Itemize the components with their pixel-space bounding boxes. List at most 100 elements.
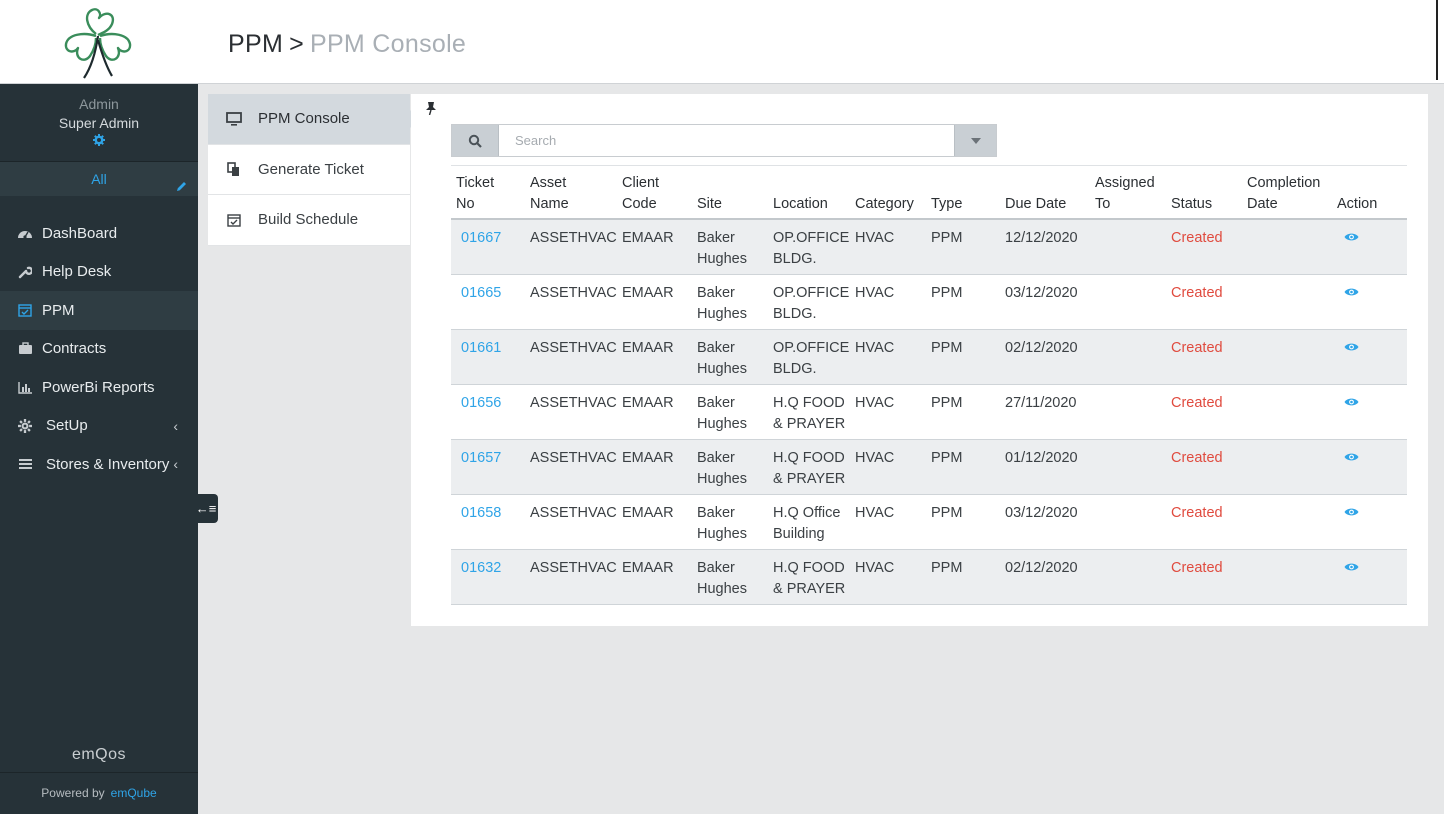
client-code-cell: EMAAR [617, 549, 692, 605]
col-assigned-to[interactable]: Assigned To [1090, 165, 1166, 220]
eye-icon[interactable] [1344, 230, 1359, 246]
col-due-date[interactable]: Due Date [1000, 165, 1090, 220]
list-icon [16, 455, 34, 473]
due-date-cell: 01/12/2020 [1000, 439, 1090, 495]
user-settings-gear-icon[interactable] [93, 133, 105, 151]
gear-icon [16, 417, 34, 435]
ticket-number-link[interactable]: 01665 [451, 274, 525, 330]
view-action-cell [1332, 219, 1407, 275]
sidebar-item-dashboard[interactable]: DashBoard [0, 214, 198, 253]
sidebar-item-label: Stores & Inventory [46, 455, 170, 473]
pencil-icon[interactable] [175, 172, 188, 206]
col-asset-name[interactable]: Asset Name [525, 165, 617, 220]
eye-icon[interactable] [1344, 340, 1359, 356]
clover-logo[interactable] [56, 4, 140, 82]
search-button[interactable] [452, 125, 499, 156]
col-completion-date[interactable]: Completion Date [1242, 165, 1332, 220]
user-name: Super Admin [58, 115, 140, 131]
sidebar-item-label: SetUp [46, 417, 88, 435]
ticket-number-link[interactable]: 01657 [451, 439, 525, 495]
col-location[interactable]: Location [768, 165, 850, 220]
submenu-item-label: PPM Console [258, 110, 350, 128]
status-cell: Created [1166, 494, 1242, 550]
assigned-to-cell [1090, 549, 1166, 605]
col-client-code[interactable]: Client Code [617, 165, 692, 220]
eye-icon[interactable] [1344, 285, 1359, 301]
type-cell: PPM [926, 494, 1000, 550]
sidebar-nav: DashBoard Help Desk PPM Contracts PowerB… [0, 214, 198, 484]
table-row: 01667 ASSETHVAC EMAAR Baker Hughes OP.OFF… [451, 219, 1407, 275]
assigned-to-cell [1090, 494, 1166, 550]
ticket-number-link[interactable]: 01658 [451, 494, 525, 550]
search-bar [451, 124, 997, 157]
location-cell: H.Q FOOD & PRAYER [768, 549, 850, 605]
completion-date-cell [1242, 549, 1332, 605]
ticket-number-link[interactable]: 01656 [451, 384, 525, 440]
site-cell: Baker Hughes [692, 549, 768, 605]
search-dropdown-button[interactable] [954, 125, 996, 156]
view-action-cell [1332, 439, 1407, 495]
eye-icon[interactable] [1344, 395, 1359, 411]
category-cell: HVAC [850, 384, 926, 440]
table-row: 01665 ASSETHVAC EMAAR Baker Hughes OP.OFF… [451, 274, 1407, 330]
col-type[interactable]: Type [926, 165, 1000, 220]
site-cell: Baker Hughes [692, 219, 768, 275]
ticket-number-link[interactable]: 01667 [451, 219, 525, 275]
submenu-item-ppm-console[interactable]: PPM Console [208, 94, 419, 145]
status-cell: Created [1166, 274, 1242, 330]
site-cell: Baker Hughes [692, 384, 768, 440]
due-date-cell: 02/12/2020 [1000, 549, 1090, 605]
pin-icon[interactable] [425, 101, 437, 120]
asset-name-cell: ASSETHVAC [525, 494, 617, 550]
location-cell: OP.OFFICE BLDG. [768, 274, 850, 330]
col-action[interactable]: Action [1332, 165, 1407, 220]
client-code-cell: EMAAR [617, 384, 692, 440]
breadcrumb-root[interactable]: PPM [228, 30, 284, 58]
completion-date-cell [1242, 219, 1332, 275]
ticket-number-link[interactable]: 01632 [451, 549, 525, 605]
location-cell: OP.OFFICE BLDG. [768, 219, 850, 275]
col-ticket-no[interactable]: Ticket No [451, 165, 525, 220]
eye-icon[interactable] [1344, 505, 1359, 521]
asset-name-cell: ASSETHVAC [525, 274, 617, 330]
eye-icon[interactable] [1344, 560, 1359, 576]
client-code-cell: EMAAR [617, 219, 692, 275]
sidebar-item-stores-inventory[interactable]: Stores & Inventory ‹ [0, 445, 198, 484]
briefcase-icon [16, 340, 34, 358]
ticket-number-link[interactable]: 01661 [451, 329, 525, 385]
category-cell: HVAC [850, 329, 926, 385]
col-status[interactable]: Status [1166, 165, 1242, 220]
location-cell: H.Q FOOD & PRAYER [768, 384, 850, 440]
sidebar-item-label: DashBoard [42, 224, 118, 242]
category-cell: HVAC [850, 549, 926, 605]
breadcrumb-separator: > [289, 30, 304, 58]
calendar-check-icon [16, 301, 34, 319]
submenu-item-build-schedule[interactable]: Build Schedule [208, 195, 410, 246]
completion-date-cell [1242, 439, 1332, 495]
eye-icon[interactable] [1344, 450, 1359, 466]
table-row: 01632 ASSETHVAC EMAAR Baker Hughes H.Q FO… [451, 549, 1407, 605]
site-cell: Baker Hughes [692, 494, 768, 550]
view-action-cell [1332, 274, 1407, 330]
filter-all-label[interactable]: All [91, 171, 107, 187]
status-cell: Created [1166, 439, 1242, 495]
col-site[interactable]: Site [692, 165, 768, 220]
type-cell: PPM [926, 274, 1000, 330]
due-date-cell: 12/12/2020 [1000, 219, 1090, 275]
sidebar-item-powerbi-reports[interactable]: PowerBi Reports [0, 368, 198, 407]
chevron-left-icon: ‹ [173, 417, 178, 434]
submenu-item-generate-ticket[interactable]: Generate Ticket [208, 144, 410, 195]
filter-bar[interactable]: All [0, 162, 198, 196]
sidebar-item-help-desk[interactable]: Help Desk [0, 253, 198, 292]
col-category[interactable]: Category [850, 165, 926, 220]
powered-by-label: Powered by [41, 786, 105, 800]
sidebar-item-contracts[interactable]: Contracts [0, 330, 198, 369]
assigned-to-cell [1090, 439, 1166, 495]
search-input[interactable] [499, 125, 954, 156]
powered-by-link[interactable]: emQube [110, 786, 157, 800]
sidebar-toggle-button[interactable]: ←≡ [194, 494, 218, 523]
sidebar-item-setup[interactable]: SetUp ‹ [0, 407, 198, 446]
sidebar-item-ppm[interactable]: PPM [0, 291, 198, 330]
calendar-icon [225, 213, 242, 227]
table-row: 01661 ASSETHVAC EMAAR Baker Hughes OP.OFF… [451, 329, 1407, 385]
